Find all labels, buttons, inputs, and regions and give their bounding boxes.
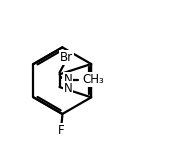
Text: N: N: [64, 73, 72, 86]
Text: CH₃: CH₃: [83, 73, 105, 86]
Text: N: N: [64, 82, 72, 95]
Text: Br: Br: [60, 51, 73, 64]
Text: F: F: [58, 124, 65, 137]
